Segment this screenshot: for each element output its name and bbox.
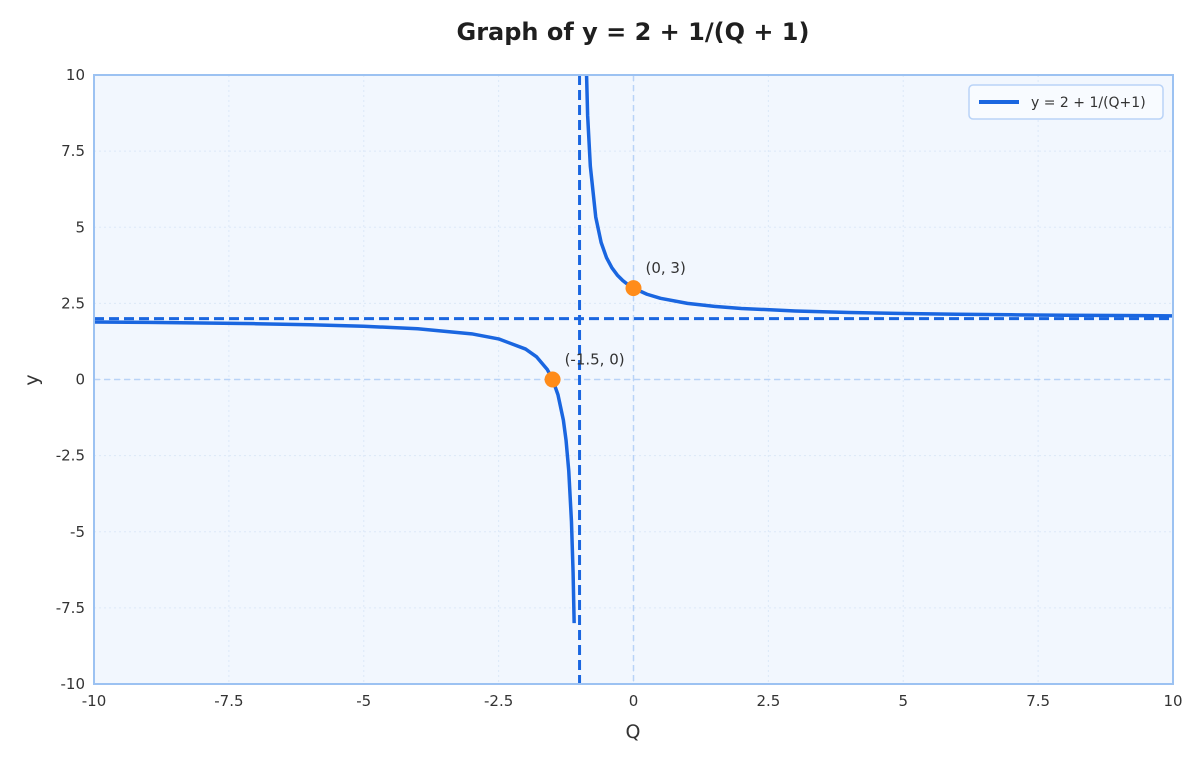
x-axis-label: Q [626, 721, 641, 743]
highlight-points: (0, 3) (-1.5, 0) [544, 259, 686, 388]
x-tick-label-7: 7.5 [1026, 692, 1050, 710]
x-tick-label-4: 0 [629, 692, 639, 710]
x-tick-label-6: 5 [898, 692, 908, 710]
x-tick-label-2: -5 [356, 692, 371, 710]
y-axis-label: y [21, 374, 43, 385]
legend: y = 2 + 1/(Q+1) [968, 84, 1164, 120]
x-tick-label-5: 2.5 [756, 692, 780, 710]
x-tick-label-3: -2.5 [484, 692, 513, 710]
y-tick-label-8: 10 [66, 66, 85, 84]
chart-title: Graph of y = 2 + 1/(Q + 1) [457, 18, 810, 46]
point-marker-1 [544, 371, 561, 388]
point-label-0: (0, 3) [646, 259, 686, 277]
y-tick-label-0: -10 [61, 675, 86, 693]
x-tick-label-8: 10 [1163, 692, 1182, 710]
plot-frame [93, 74, 1174, 685]
series-line-0-segment-0 [94, 320, 576, 624]
series-line-0-segment-1 [584, 75, 1173, 318]
y-tick-label-1: -7.5 [56, 599, 85, 617]
legend-entry-0: y = 2 + 1/(Q+1) [1031, 95, 1146, 111]
series-group [94, 75, 1173, 624]
reference-lines [94, 75, 1173, 684]
y-tick-labels: -10 -7.5 -5 -2.5 0 2.5 5 7.5 10 [56, 66, 85, 693]
x-tick-labels: -10 -7.5 -5 -2.5 0 2.5 5 7.5 10 [82, 692, 1183, 710]
point-label-1: (-1.5, 0) [565, 351, 625, 369]
point-marker-0 [625, 280, 642, 297]
x-tick-label-1: -7.5 [214, 692, 243, 710]
x-tick-label-0: -10 [82, 692, 107, 710]
y-tick-label-7: 7.5 [61, 142, 85, 160]
y-tick-label-6: 5 [75, 218, 85, 236]
asymptotes [94, 75, 1173, 684]
y-tick-label-3: -2.5 [56, 447, 85, 465]
y-tick-label-5: 2.5 [61, 294, 85, 312]
y-tick-label-2: -5 [70, 523, 85, 541]
y-tick-label-4: 0 [75, 371, 85, 389]
legend-box [968, 84, 1164, 120]
